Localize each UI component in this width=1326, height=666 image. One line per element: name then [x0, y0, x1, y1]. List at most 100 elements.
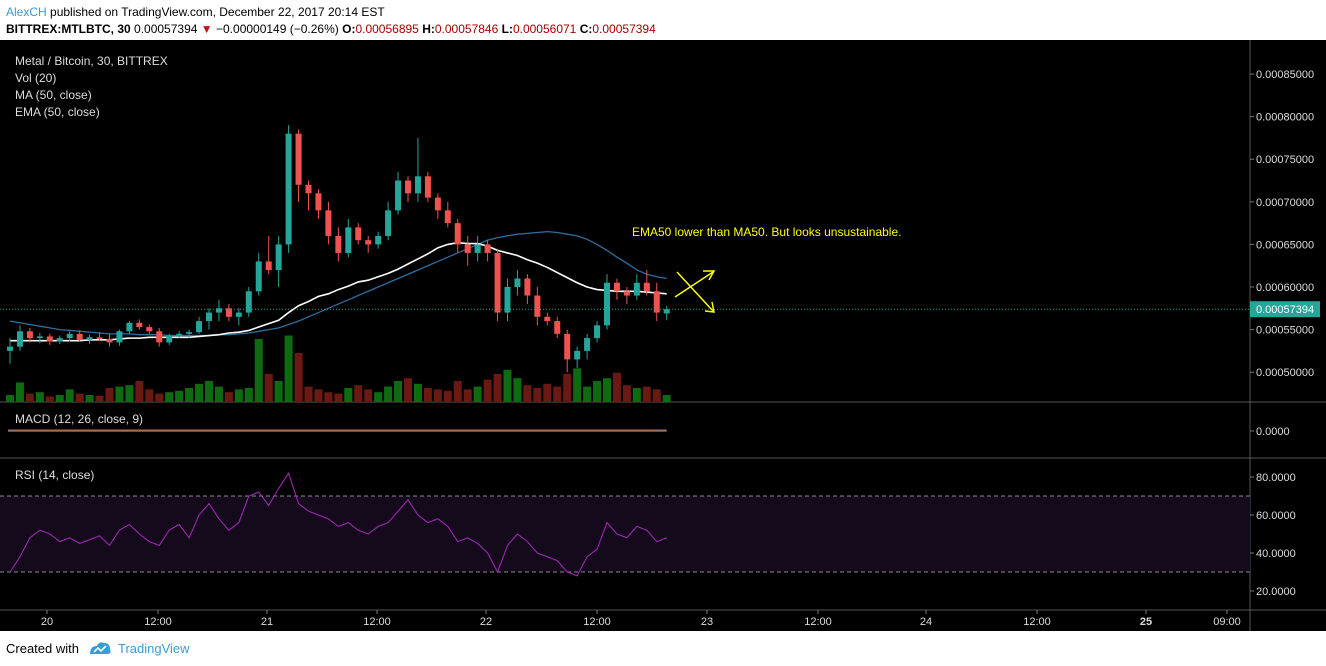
chart-svg[interactable]: 0.00085000 0.00080000 0.00075000 0.00070000… [0, 40, 1326, 631]
volume-bar [483, 379, 492, 402]
volume-bar [622, 385, 631, 402]
vol-legend[interactable]: Vol (20) [15, 71, 56, 85]
volume-bar [453, 381, 462, 402]
price-tick-label: 0.00080000 [1256, 112, 1314, 124]
price-axis: 0.00085000 0.00080000 0.00075000 0.00070000… [1250, 69, 1314, 379]
volume-bar [115, 386, 124, 402]
volume-bar [75, 393, 84, 402]
volume-bar [234, 389, 243, 402]
candle-body [454, 223, 461, 245]
chart-area[interactable]: 0.00085000 0.00080000 0.00075000 0.00070000… [0, 40, 1326, 631]
candle-body [295, 133, 302, 185]
last-price-line: 0.00057394 [0, 301, 1320, 318]
candle-body [206, 312, 212, 322]
candle-body [484, 244, 491, 253]
volume-bars [6, 335, 671, 402]
time-tick-label: 12:00 [144, 616, 172, 628]
high-label: H: [422, 22, 435, 36]
candle-body [544, 316, 551, 322]
annotation-group [674, 270, 716, 313]
price-tick-label: 0.00085000 [1256, 69, 1314, 81]
volume-bar [175, 390, 184, 402]
volume-bar [105, 388, 114, 402]
volume-bar [503, 369, 512, 402]
candle-body [106, 338, 113, 343]
arrow-up-head [703, 270, 716, 281]
candles [7, 125, 670, 373]
volume-bar [513, 378, 522, 402]
macd-tick-label: 0.0000 [1256, 426, 1290, 438]
candle-body [325, 210, 332, 236]
candle-body [444, 210, 451, 224]
candle-body [574, 350, 581, 360]
high-value: 0.00057846 [434, 22, 499, 36]
change-value: −0.00000149 (−0.26%) [216, 22, 339, 36]
candle-body [265, 261, 272, 270]
volume-bar [593, 381, 602, 402]
close-value: 0.00057394 [592, 22, 656, 36]
volume-bar [612, 372, 621, 402]
volume-bar [224, 392, 233, 402]
candle-body [7, 346, 13, 351]
macd-legend[interactable]: MACD (12, 26, close, 9) [15, 412, 143, 426]
volume-bar [304, 386, 313, 402]
candle-body [26, 331, 33, 339]
volume-bar [205, 381, 213, 402]
candle-body [405, 180, 411, 194]
candle-body [36, 336, 43, 339]
volume-bar [264, 374, 273, 402]
volume-bar [95, 395, 104, 402]
time-axis: 20 12:00 21 12:00 22 12:00 23 12:00 24 12:00 25 09:… [41, 610, 1241, 628]
candle-body [116, 331, 123, 343]
volume-bar [85, 395, 94, 402]
time-tick-label: 12:00 [804, 616, 832, 628]
volume-bar [632, 388, 641, 402]
annotation-text[interactable]: EMA50 lower than MA50. But looks unsusta… [632, 225, 901, 239]
tradingview-logo-icon[interactable] [88, 640, 112, 659]
price-tick-label: 0.00065000 [1256, 239, 1314, 251]
candle-body [464, 244, 471, 253]
volume-bar [55, 395, 64, 402]
rsi-tick-label: 80.0000 [1256, 472, 1296, 484]
price-tick-label: 0.00055000 [1256, 325, 1314, 337]
ma-legend[interactable]: MA (50, close) [15, 88, 92, 102]
candle-body [345, 227, 352, 253]
rsi-legend[interactable]: RSI (14, close) [15, 468, 94, 482]
candle-body [255, 261, 262, 292]
tradingview-brand[interactable]: TradingView [118, 641, 190, 656]
rsi-axis: 80.0000 60.0000 40.0000 20.0000 [1250, 472, 1296, 598]
candle-body [86, 337, 93, 340]
candle-body [564, 333, 571, 360]
volume-bar [413, 383, 422, 402]
macd-lines [8, 429, 667, 432]
time-tick-label: 09:00 [1213, 616, 1241, 628]
candle-body [275, 244, 282, 270]
candle-body [355, 227, 362, 241]
time-tick-label: 12:00 [363, 616, 391, 628]
volume-bar [294, 353, 303, 402]
volume-bar [155, 393, 164, 402]
volume-bar [6, 395, 14, 402]
low-label: L: [501, 22, 513, 36]
volume-bar [473, 386, 482, 402]
volume-bar [364, 389, 373, 402]
volume-bar [394, 381, 403, 402]
volume-bar [493, 374, 502, 402]
ema-legend[interactable]: EMA (50, close) [15, 105, 100, 119]
last-price-value: 0.00057394 [134, 22, 198, 36]
time-tick-label: 25 [1140, 616, 1152, 628]
candle-body [56, 338, 63, 342]
candle-body [16, 331, 23, 347]
volume-bar [165, 392, 174, 402]
volume-bar [15, 382, 24, 402]
candle-body [176, 333, 183, 336]
candle-body [335, 235, 342, 253]
volume-bar [145, 389, 154, 402]
candle-body [186, 332, 193, 334]
author-link[interactable]: AlexCH [6, 5, 47, 19]
candle-body [594, 325, 601, 339]
volume-bar [314, 389, 323, 402]
volume-bar [463, 389, 472, 402]
volume-bar [195, 383, 204, 402]
last-price-label: 0.00057394 [1256, 304, 1314, 316]
